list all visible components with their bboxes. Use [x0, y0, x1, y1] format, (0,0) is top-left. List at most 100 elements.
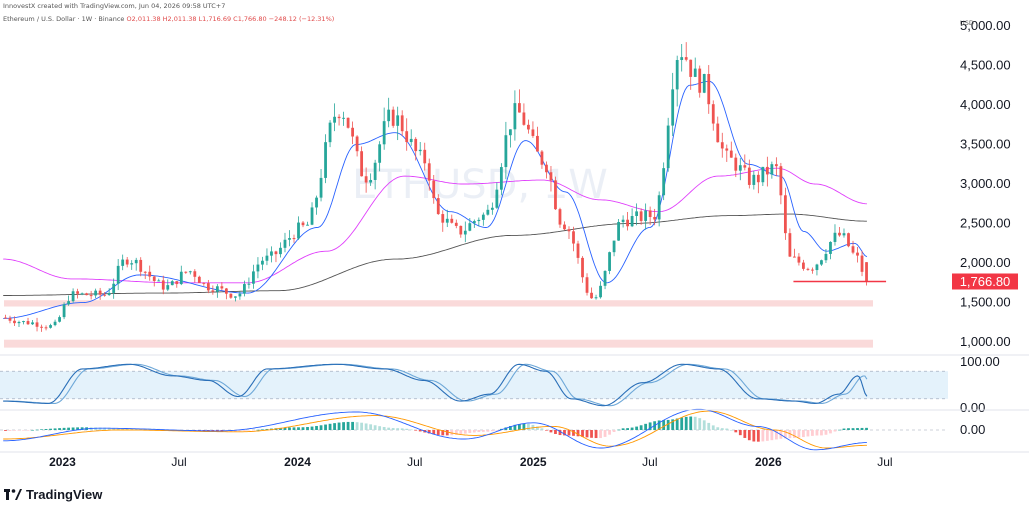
macd-histogram-bar [657, 420, 661, 430]
candle-body [360, 151, 364, 177]
price-tick-label: 4,500.00 [960, 57, 1011, 72]
candle-7 [31, 320, 34, 326]
macd-histogram-bar [67, 427, 70, 430]
candle-body [788, 233, 792, 257]
candle-body [31, 322, 34, 325]
candle-body [508, 129, 512, 136]
tradingview-logo-text: TradingView [26, 487, 103, 502]
macd-histogram-bar [463, 430, 467, 434]
candle-155 [698, 65, 702, 98]
stoch-tick-label: 100.00 [960, 354, 1000, 369]
candle-body [747, 167, 751, 185]
candle-body [477, 219, 481, 222]
candle-107 [481, 212, 485, 226]
macd-histogram-bar [292, 427, 296, 430]
candle-165 [743, 154, 747, 171]
time-tick-label: Jul [642, 455, 657, 469]
candle-15 [67, 295, 70, 306]
candle-body [554, 180, 557, 210]
candle-body [833, 232, 837, 242]
candle-81 [364, 167, 368, 193]
candle-67 [301, 220, 305, 228]
macd-histogram-bar [400, 428, 404, 430]
candle-14 [62, 302, 66, 320]
candle-119 [536, 126, 539, 152]
candle-body [13, 320, 16, 324]
candle-body [450, 218, 454, 223]
candle-body [468, 223, 472, 231]
candle-101 [454, 219, 458, 229]
candle-body [486, 209, 490, 215]
macd-histogram-bar [617, 429, 620, 431]
time-tick-label: Jul [407, 455, 422, 469]
candle-59 [265, 248, 269, 266]
candle-body [842, 233, 846, 236]
candle-body [418, 149, 422, 152]
macd-histogram-bar [527, 423, 530, 430]
candle-body [802, 262, 805, 269]
candle-body [328, 122, 332, 143]
macd-histogram-bar [865, 427, 868, 430]
candle-60 [270, 246, 273, 263]
macd-histogram-bar [17, 430, 21, 431]
candle-179 [806, 267, 810, 271]
candle-body [337, 116, 341, 119]
candle-body [112, 283, 116, 293]
candle-body [684, 57, 688, 60]
macd-histogram-bar [382, 426, 386, 430]
macd-histogram-bar [702, 420, 706, 430]
macd-histogram-bar [13, 430, 16, 431]
macd-histogram-bar [495, 430, 499, 431]
candle-body [734, 157, 738, 171]
price-pane: ETHUSD, 1W [3, 42, 887, 348]
macd-histogram-bar [243, 430, 246, 431]
candle-170 [765, 156, 769, 187]
candle-109 [490, 202, 494, 215]
macd-histogram-bar [445, 430, 449, 436]
macd-histogram-bar [648, 422, 652, 430]
macd-tick-label: 0.00 [960, 422, 985, 437]
candle-body [369, 179, 373, 183]
time-tick-label: 2024 [284, 455, 311, 469]
candle-body [188, 271, 192, 273]
macd-histogram-bar [806, 430, 810, 437]
macd-histogram-bar [4, 430, 7, 431]
candle-body [729, 150, 733, 158]
macd-histogram-bar [729, 429, 733, 431]
candle-body [653, 216, 657, 220]
macd-histogram-bar [698, 418, 702, 430]
candle-body [233, 296, 237, 298]
candle-body [545, 164, 548, 173]
candle-169 [761, 166, 765, 187]
candle-120 [540, 149, 544, 169]
macd-histogram-bar [436, 430, 440, 435]
candle-27 [121, 254, 125, 271]
macd-histogram-bar [351, 421, 354, 430]
candle-80 [360, 146, 364, 177]
macd-histogram-bar [518, 424, 521, 430]
candle-124 [558, 207, 562, 228]
candle-body [572, 231, 575, 244]
macd-histogram-bar [720, 428, 724, 430]
macd-histogram-bar [414, 430, 418, 431]
macd-histogram-bar [134, 428, 138, 430]
candle-106 [477, 217, 481, 227]
candle-body [716, 123, 720, 143]
symbol-legend: Ethereum / U.S. Dollar · 1W · Binance O2… [3, 15, 334, 23]
candle-127 [572, 226, 575, 252]
candle-body [364, 176, 368, 183]
candle-122 [549, 166, 553, 192]
macd-histogram-bar [797, 430, 801, 438]
time-tick-label: 2023 [49, 455, 76, 469]
candle-2 [8, 315, 12, 324]
macd-histogram-bar [802, 430, 805, 438]
candle-body [103, 294, 107, 296]
candle-78 [351, 121, 354, 145]
macd-pane: 0.00 [0, 408, 985, 451]
candle-104 [468, 218, 472, 232]
candle-body [315, 197, 318, 208]
macd-histogram-bar [454, 430, 458, 435]
candle-93 [418, 141, 422, 156]
candle-body [152, 276, 156, 281]
